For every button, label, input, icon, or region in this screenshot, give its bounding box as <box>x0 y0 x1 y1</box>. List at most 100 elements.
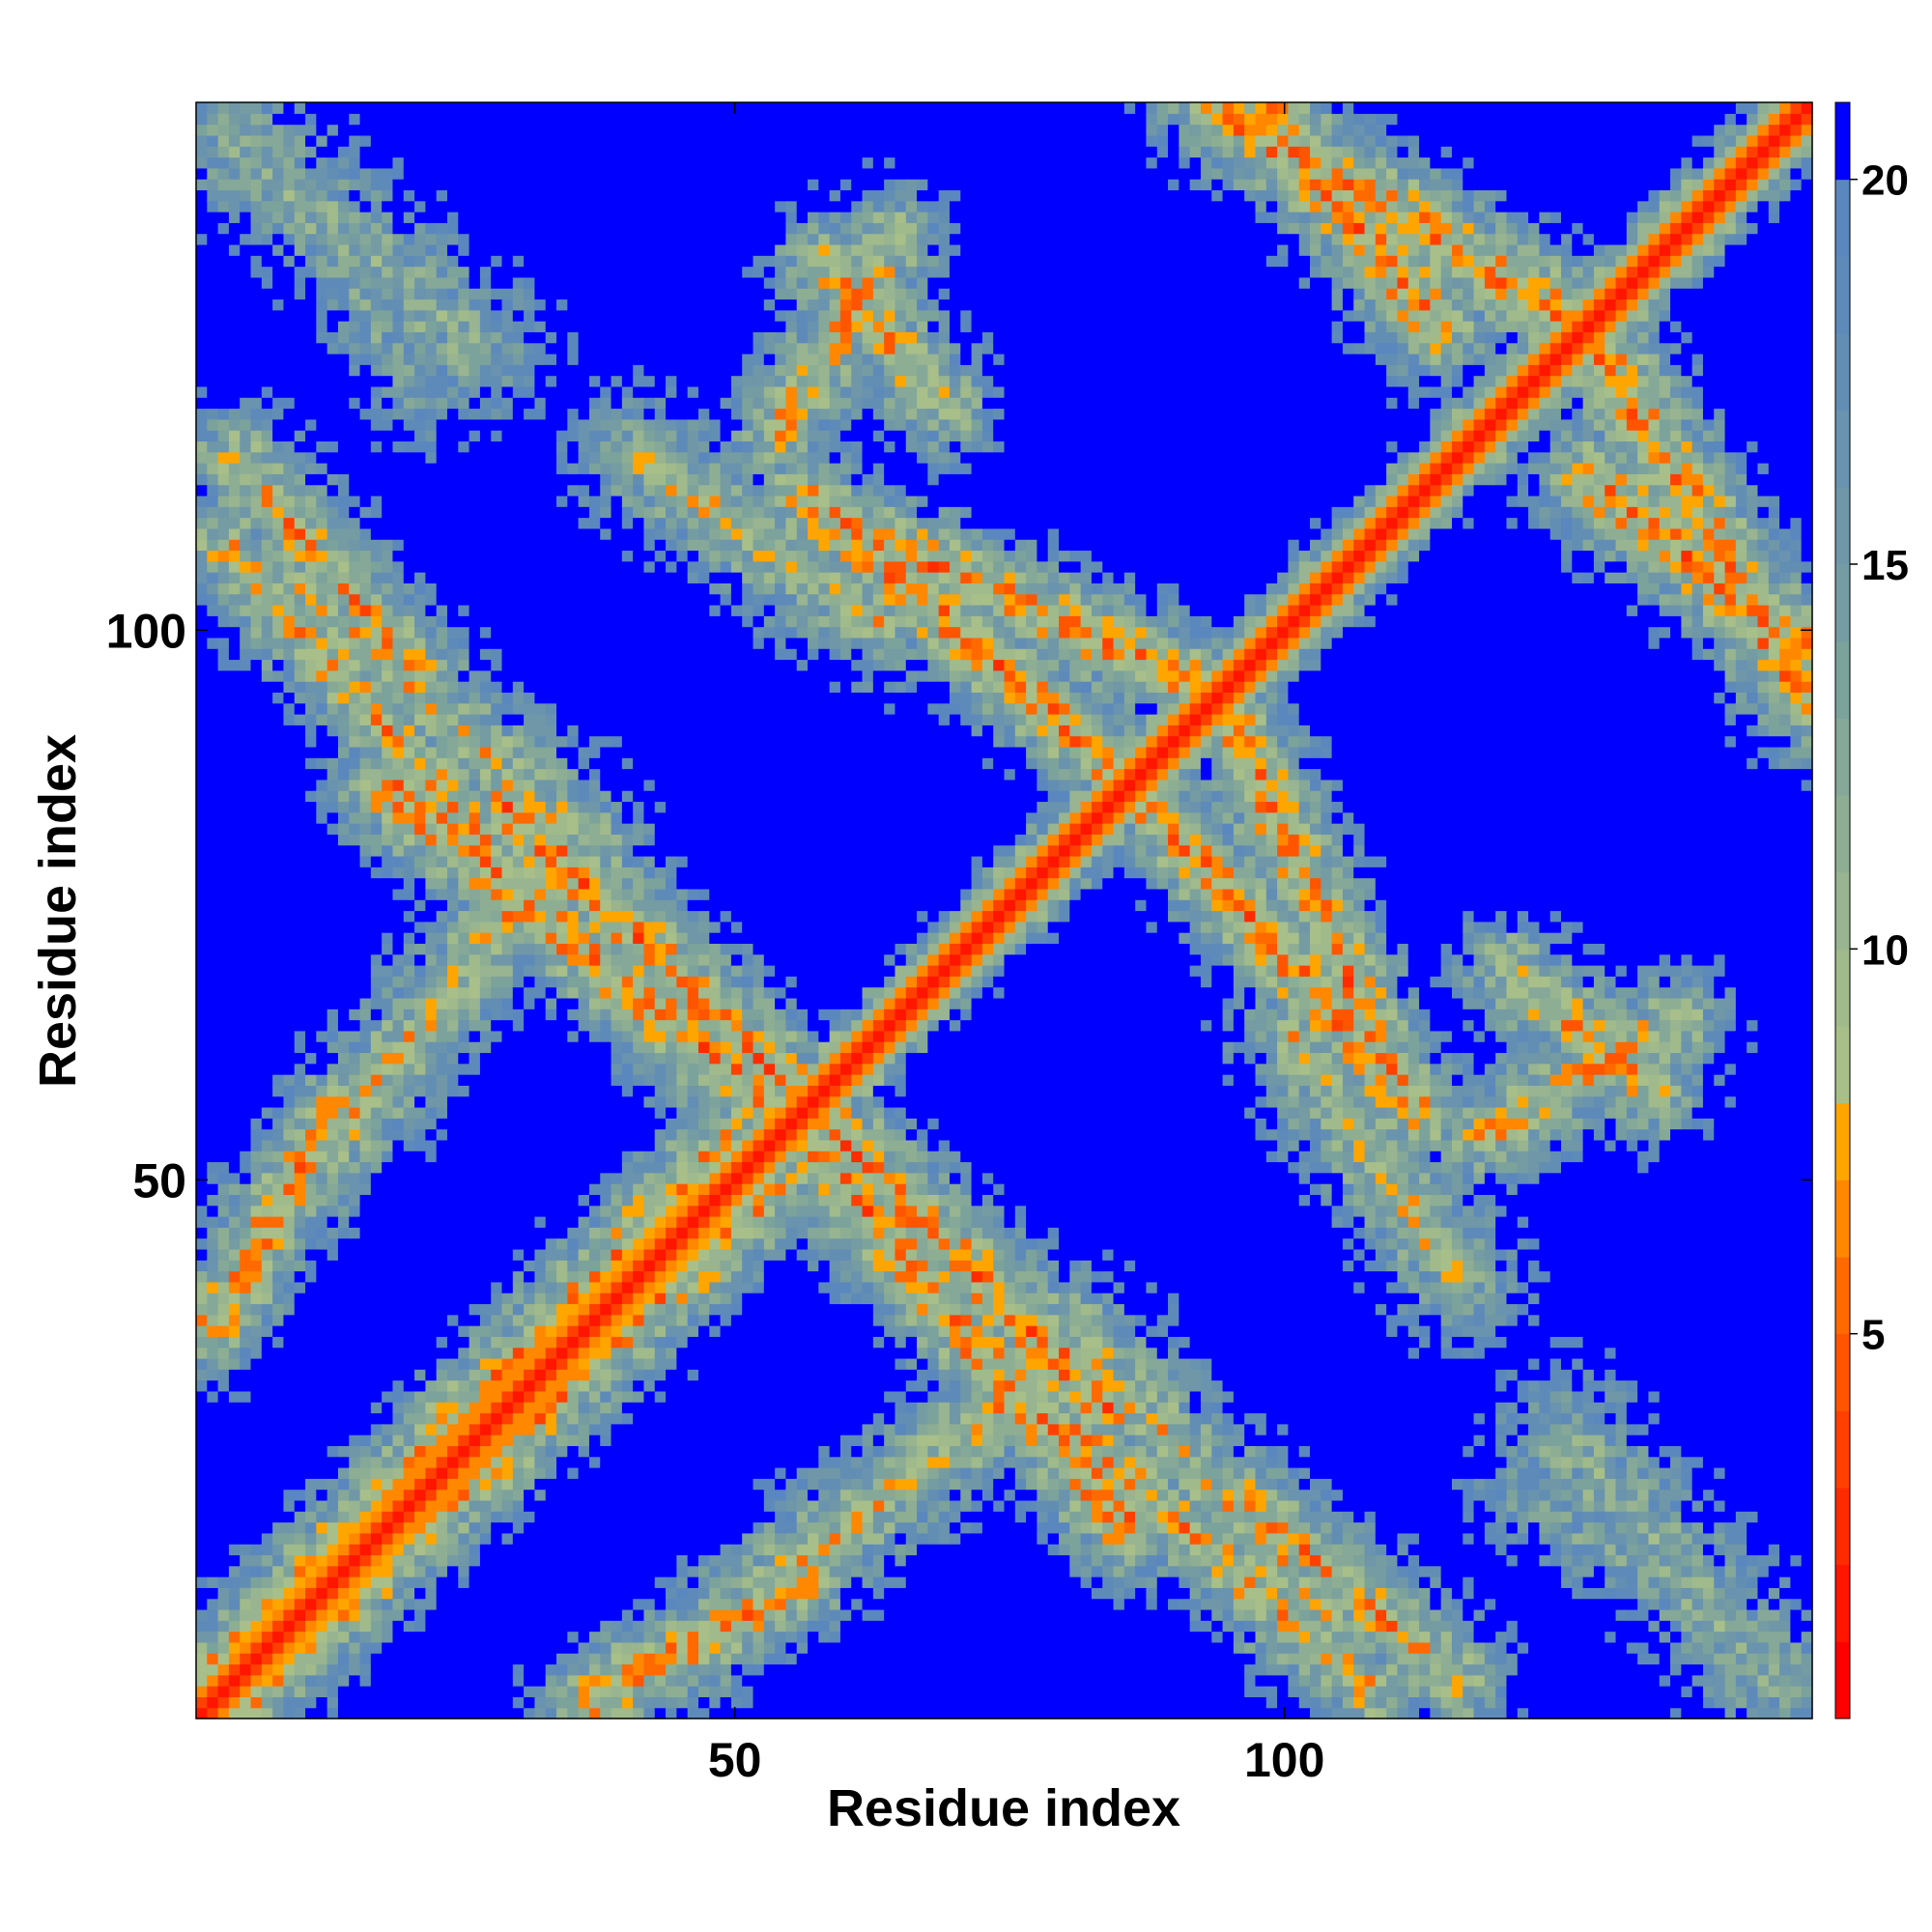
heatmap-cell <box>295 1293 306 1304</box>
heatmap-cell <box>327 1708 339 1719</box>
heatmap-cell <box>425 605 437 616</box>
heatmap-cell <box>196 1183 208 1195</box>
heatmap-cell <box>229 1074 241 1086</box>
heatmap-cell <box>218 463 230 474</box>
heatmap-cell <box>327 125 339 136</box>
heatmap-cell <box>360 1708 372 1719</box>
heatmap-cell <box>251 234 263 245</box>
heatmap-cell <box>218 714 230 725</box>
heatmap-cell <box>272 1445 284 1457</box>
heatmap-cell <box>327 343 339 355</box>
heatmap-cell <box>360 1675 372 1687</box>
heatmap-cell <box>218 1609 230 1621</box>
heatmap-cell <box>404 1577 415 1588</box>
heatmap-cell <box>524 1511 535 1522</box>
heatmap-cell <box>556 648 568 660</box>
heatmap-cell <box>437 605 448 616</box>
heatmap-cell <box>469 1402 481 1413</box>
heatmap-cell <box>316 1369 327 1380</box>
heatmap-cell <box>425 135 437 147</box>
heatmap-cell <box>458 714 469 725</box>
heatmap-cell <box>371 113 383 125</box>
heatmap-cell <box>425 1675 437 1687</box>
heatmap-cell <box>316 724 327 736</box>
heatmap-cell <box>316 867 327 878</box>
heatmap-cell <box>414 1554 426 1566</box>
heatmap-cell <box>382 1325 393 1337</box>
heatmap-cell <box>404 954 415 966</box>
heatmap-cell <box>207 1490 218 1501</box>
heatmap-cell <box>305 146 317 157</box>
heatmap-cell <box>524 1041 535 1053</box>
heatmap-cell <box>437 364 448 376</box>
heatmap-cell <box>524 965 535 977</box>
heatmap-cell <box>546 321 557 332</box>
heatmap-cell <box>360 747 372 758</box>
heatmap-cell <box>349 1216 360 1228</box>
heatmap-cell <box>534 354 546 365</box>
heatmap-cell <box>437 812 448 824</box>
heatmap-cell <box>524 1653 535 1664</box>
heatmap-cell <box>414 1282 426 1293</box>
heatmap-cell <box>491 440 502 452</box>
heatmap-cell <box>392 922 404 933</box>
heatmap-cell <box>437 1161 448 1173</box>
heatmap-cell <box>283 277 295 289</box>
heatmap-cell <box>360 244 372 256</box>
heatmap-cell <box>480 419 492 431</box>
heatmap-cell <box>327 1412 339 1424</box>
heatmap-cell <box>316 1478 327 1490</box>
heatmap-cell <box>207 146 218 157</box>
heatmap-cell <box>262 397 273 409</box>
heatmap-cell <box>546 987 557 999</box>
heatmap-cell <box>251 1533 263 1545</box>
heatmap-cell <box>502 1391 514 1403</box>
heatmap-cell <box>425 1085 437 1096</box>
heatmap-cell <box>524 386 535 398</box>
heatmap-cell <box>524 506 535 518</box>
heatmap-cell <box>229 638 241 649</box>
heatmap-cell <box>414 1303 426 1315</box>
heatmap-cell <box>327 255 339 267</box>
heatmap-cell <box>382 954 393 966</box>
heatmap-cell <box>360 1424 372 1435</box>
heatmap-cell <box>218 594 230 606</box>
heatmap-cell <box>480 1380 492 1392</box>
heatmap-cell <box>240 1544 251 1555</box>
heatmap-cell <box>218 1500 230 1512</box>
heatmap-cell <box>534 506 546 518</box>
heatmap-cell <box>262 1194 273 1206</box>
heatmap-cell <box>295 1282 306 1293</box>
heatmap-cell <box>240 485 251 497</box>
heatmap-cell <box>229 1325 241 1337</box>
heatmap-cell <box>240 288 251 299</box>
heatmap-cell <box>447 627 459 639</box>
heatmap-cell <box>240 1490 251 1501</box>
heatmap-cell <box>480 1238 492 1250</box>
heatmap-cell <box>218 1675 230 1687</box>
heatmap-cell <box>262 1511 273 1522</box>
heatmap-cell <box>272 572 284 583</box>
heatmap-cell <box>338 267 350 278</box>
heatmap-cell <box>316 1041 327 1053</box>
heatmap-cell <box>414 681 426 693</box>
heatmap-cell <box>502 780 514 791</box>
heatmap-cell <box>469 638 481 649</box>
heatmap-cell <box>349 125 360 136</box>
heatmap-cell <box>229 1358 241 1370</box>
heatmap-cell <box>338 1303 350 1315</box>
heatmap-cell <box>327 496 339 507</box>
heatmap-cell <box>229 736 241 748</box>
heatmap-cell <box>283 1490 295 1501</box>
heatmap-cell <box>534 976 546 987</box>
heatmap-cell <box>283 856 295 867</box>
heatmap-cell <box>404 747 415 758</box>
heatmap-cell <box>458 899 469 911</box>
heatmap-cell <box>283 1325 295 1337</box>
heatmap-cell <box>196 331 208 343</box>
heatmap-cell <box>404 496 415 507</box>
heatmap-cell <box>458 1009 469 1020</box>
heatmap-cell <box>196 1293 208 1304</box>
heatmap-cell <box>425 1238 437 1250</box>
heatmap-cell <box>240 911 251 923</box>
